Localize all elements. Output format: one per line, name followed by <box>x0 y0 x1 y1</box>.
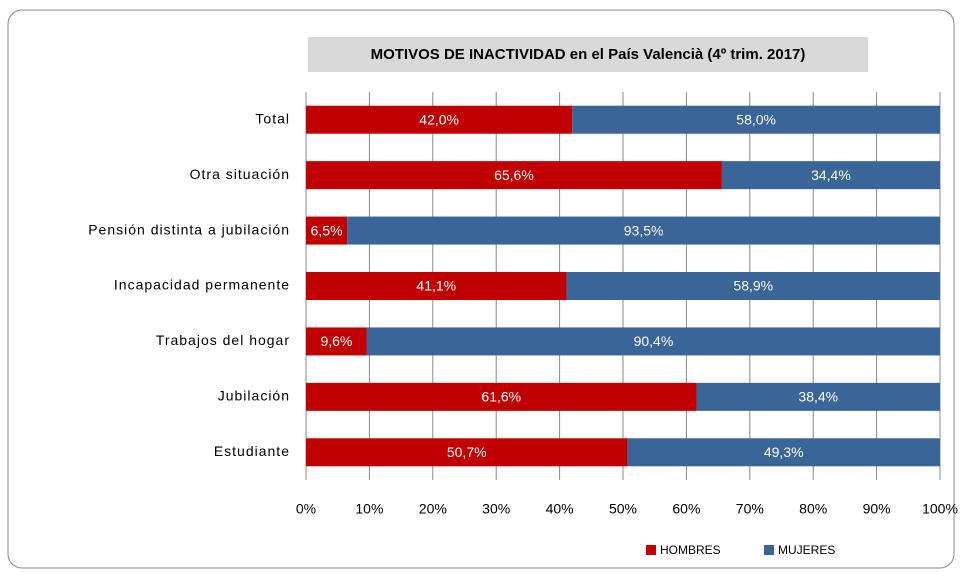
data-label: 41,1% <box>416 278 456 294</box>
data-label: 49,3% <box>764 444 804 460</box>
data-label: 6,5% <box>311 222 343 238</box>
legend-label: MUJERES <box>778 543 835 557</box>
bar-segment <box>721 161 940 190</box>
legend-swatch <box>646 545 656 555</box>
data-label: 93,5% <box>624 222 664 238</box>
bar-segment <box>306 272 567 300</box>
x-tick-label: 10% <box>355 501 383 517</box>
legend-label: HOMBRES <box>660 543 721 557</box>
x-tick-label: 70% <box>736 501 764 517</box>
data-label: 61,6% <box>481 389 521 405</box>
y-tick-label: Jubilación <box>218 388 290 404</box>
x-tick-label: 40% <box>546 501 574 517</box>
data-label: 65,6% <box>494 167 534 183</box>
x-tick-label: 100% <box>922 501 958 517</box>
bar-segment <box>306 327 367 356</box>
bar-segment <box>306 216 348 245</box>
data-label: 58,9% <box>733 278 773 294</box>
data-label: 38,4% <box>798 389 838 405</box>
bar-segment <box>306 105 573 134</box>
x-tick-label: 30% <box>482 501 510 517</box>
bar-segment <box>696 382 940 411</box>
bar-segment <box>347 216 941 245</box>
x-tick-label: 90% <box>863 501 891 517</box>
data-label: 42,0% <box>419 111 459 127</box>
bar-segment <box>627 438 940 467</box>
y-tick-label: Total <box>255 110 290 126</box>
bar-segment <box>366 327 940 356</box>
data-label: 9,6% <box>320 333 352 349</box>
y-tick-label: Pensión distinta a jubilación <box>88 221 290 237</box>
x-tick-label: 50% <box>609 501 637 517</box>
bar-segment <box>306 382 697 411</box>
x-tick-label: 0% <box>296 501 316 517</box>
data-label: 34,4% <box>811 167 851 183</box>
bar-segment <box>306 161 722 190</box>
bar-segment <box>566 272 940 300</box>
y-tick-label: Otra situación <box>190 166 290 182</box>
y-tick-label: Trabajos del hogar <box>156 332 290 348</box>
data-label: 58,0% <box>736 111 776 127</box>
bar-segment <box>306 438 628 467</box>
x-tick-label: 20% <box>419 501 447 517</box>
y-tick-label: Estudiante <box>214 443 290 459</box>
y-tick-label: Incapacidad permanente <box>114 277 290 293</box>
title-box <box>308 37 868 72</box>
legend-swatch <box>764 545 774 555</box>
data-label: 50,7% <box>447 444 487 460</box>
chart-title: MOTIVOS DE INACTIVIDAD en el País Valenc… <box>371 46 806 63</box>
x-tick-label: 60% <box>672 501 700 517</box>
x-tick-label: 80% <box>799 501 827 517</box>
data-label: 90,4% <box>634 333 674 349</box>
bar-segment <box>572 105 940 134</box>
